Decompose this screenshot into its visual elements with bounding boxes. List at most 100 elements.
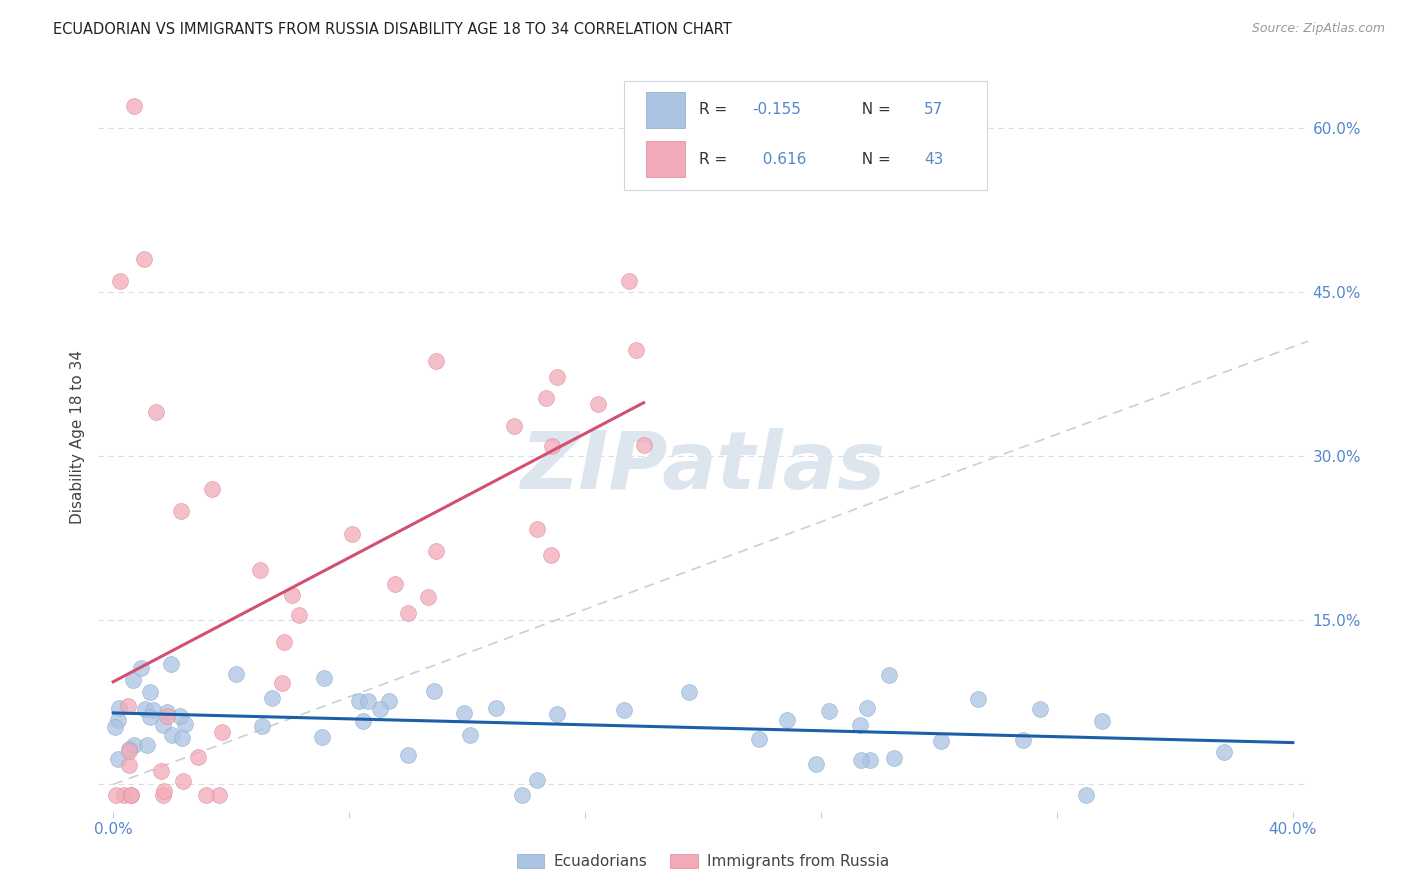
Point xyxy=(425,354,447,368)
Point xyxy=(546,370,568,384)
Text: Source: ZipAtlas.com: Source: ZipAtlas.com xyxy=(1251,22,1385,36)
Legend: Ecuadorians, Immigrants from Russia: Ecuadorians, Immigrants from Russia xyxy=(510,847,896,875)
Point xyxy=(357,694,380,708)
Point xyxy=(170,504,193,518)
Point xyxy=(105,789,128,803)
Point xyxy=(139,685,162,699)
Point xyxy=(851,753,873,767)
Text: 43: 43 xyxy=(924,152,943,167)
Text: 0.616: 0.616 xyxy=(752,152,806,167)
Point xyxy=(526,522,548,536)
Point xyxy=(536,391,558,405)
Bar xyxy=(647,92,685,128)
Point xyxy=(117,698,139,713)
Point xyxy=(352,714,374,728)
Point xyxy=(396,606,419,620)
Point xyxy=(879,668,901,682)
Point xyxy=(159,657,181,671)
Point xyxy=(929,734,952,748)
Point xyxy=(624,343,647,358)
Point xyxy=(139,709,162,723)
Point xyxy=(107,752,129,766)
Point xyxy=(485,701,508,715)
Point xyxy=(458,728,481,742)
Point xyxy=(849,718,872,732)
Point xyxy=(817,704,839,718)
Point xyxy=(273,635,295,649)
Point xyxy=(225,666,247,681)
Point xyxy=(135,739,157,753)
Bar xyxy=(647,141,685,178)
Point xyxy=(856,701,879,715)
Point xyxy=(107,700,129,714)
Point xyxy=(368,701,391,715)
Point xyxy=(422,683,444,698)
Point xyxy=(211,725,233,739)
Point xyxy=(107,714,129,728)
Point xyxy=(1074,789,1097,803)
Point xyxy=(120,789,142,803)
Point xyxy=(966,691,988,706)
Point xyxy=(249,563,271,577)
Point xyxy=(124,738,146,752)
Point xyxy=(453,706,475,720)
Point xyxy=(169,708,191,723)
Point xyxy=(134,702,156,716)
Point xyxy=(503,419,526,434)
Point xyxy=(540,548,562,562)
Point xyxy=(311,731,333,745)
Point xyxy=(540,439,562,453)
Point xyxy=(510,788,533,802)
Point xyxy=(156,709,179,723)
Point xyxy=(384,577,406,591)
Point xyxy=(170,731,193,745)
Point xyxy=(526,773,548,788)
Point xyxy=(122,673,145,687)
Text: R =: R = xyxy=(699,103,733,117)
Point xyxy=(172,774,194,789)
Text: -0.155: -0.155 xyxy=(752,103,801,117)
Point xyxy=(617,275,640,289)
Point xyxy=(208,789,231,803)
Point xyxy=(152,789,174,803)
Point xyxy=(118,758,141,772)
Text: R =: R = xyxy=(699,152,733,167)
Point xyxy=(1212,745,1234,759)
Point xyxy=(281,588,304,602)
Point xyxy=(859,752,882,766)
Text: ZIPatlas: ZIPatlas xyxy=(520,428,886,506)
Text: 57: 57 xyxy=(924,103,943,117)
Point xyxy=(1091,714,1114,729)
Point xyxy=(118,742,141,756)
Point xyxy=(804,757,827,772)
Point xyxy=(1012,732,1035,747)
Point xyxy=(112,789,135,803)
Point xyxy=(340,527,363,541)
Point xyxy=(187,750,209,764)
Point xyxy=(142,703,165,717)
Point xyxy=(194,789,217,803)
Y-axis label: Disability Age 18 to 34: Disability Age 18 to 34 xyxy=(70,350,86,524)
Point xyxy=(546,706,568,721)
Point xyxy=(748,732,770,747)
Text: ECUADORIAN VS IMMIGRANTS FROM RUSSIA DISABILITY AGE 18 TO 34 CORRELATION CHART: ECUADORIAN VS IMMIGRANTS FROM RUSSIA DIS… xyxy=(53,22,733,37)
FancyBboxPatch shape xyxy=(624,81,987,190)
Point xyxy=(776,713,799,727)
Text: N =: N = xyxy=(852,152,896,167)
Point xyxy=(134,252,156,267)
Point xyxy=(152,718,174,732)
Point xyxy=(120,789,142,803)
Point xyxy=(270,676,292,690)
Point xyxy=(425,544,447,558)
Point xyxy=(153,784,176,798)
Point xyxy=(378,694,401,708)
Point xyxy=(349,694,371,708)
Point xyxy=(883,751,905,765)
Point xyxy=(252,719,274,733)
Point xyxy=(145,405,167,419)
Point xyxy=(613,702,636,716)
Point xyxy=(314,671,336,685)
Point xyxy=(1029,702,1052,716)
Point xyxy=(678,685,700,699)
Point xyxy=(588,397,610,411)
